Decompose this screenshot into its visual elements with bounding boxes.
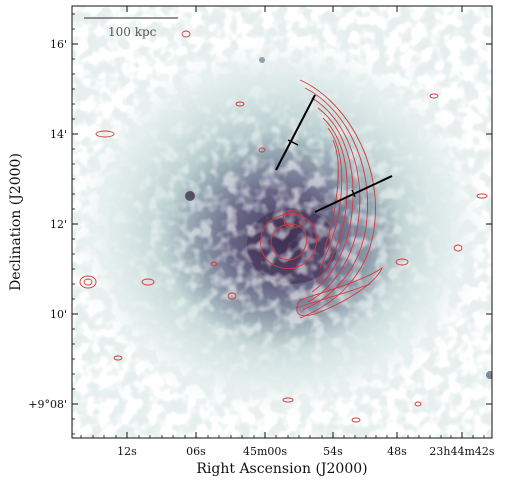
contour-core [282,210,305,229]
contour-relic [311,107,354,293]
x-tick-label: 48s [387,445,407,458]
contour-blob [453,244,463,252]
profile-tick [351,189,356,198]
y-tick-label: +9°08' [28,398,67,411]
contour-blob [476,193,488,199]
contour-blob [95,130,115,138]
profile-line-north [275,94,316,171]
contour-blob [351,417,361,423]
contour-relic [307,97,361,303]
contour-blob [83,278,93,286]
contour-blob [181,30,191,38]
contour-relic-inner [319,127,343,269]
contour-blob [429,93,439,99]
contour-blob [141,278,155,286]
plot-frame [71,5,493,439]
contour-blob [414,401,422,407]
contour-core [260,213,317,270]
x-tick-label: 12s [117,445,137,458]
halo-grain [72,6,492,438]
contour-blob [395,258,409,266]
point-source [259,57,265,63]
point-source [185,191,195,201]
x-ticks-bottom [126,432,463,438]
y-axis-title: Declination (J2000) [8,153,24,291]
radio-contours [79,30,488,423]
x-ticks-top [126,6,463,12]
y-tick-label: 12' [50,218,67,231]
y-tick-label: 10' [50,308,67,321]
x-tick-label: 45m00s [243,445,287,458]
x-tick-label: 54s [323,445,343,458]
contour-relic-inner [323,139,339,251]
contour-blob [210,261,218,267]
contour-blob [79,275,97,289]
y-tick-label: 16' [50,38,67,51]
contour-blob [113,355,123,361]
x-tick-label: 23h44m42s [429,445,495,458]
contour-blob [282,397,294,403]
contour-tail [295,283,371,309]
image-panel: 100 kpc [72,6,492,438]
contour-core [270,223,307,261]
profile-tick [287,139,299,146]
contour-blob [227,292,237,300]
scale-bar-label: 100 kpc [108,25,157,39]
y-minor-ticks [72,13,75,435]
contour-relic-inner [315,117,348,283]
point-source [486,371,492,379]
y-tick-label: 14' [50,128,67,141]
x-axis-title: Right Ascension (J2000) [196,461,367,477]
contour-blob [258,147,266,153]
contour-relic [302,87,369,311]
x-minor-ticks [80,435,485,438]
contour-blob [235,101,245,107]
y-ticks [72,43,492,405]
profile-markers [275,94,393,213]
x-tick-label: 06s [186,445,206,458]
